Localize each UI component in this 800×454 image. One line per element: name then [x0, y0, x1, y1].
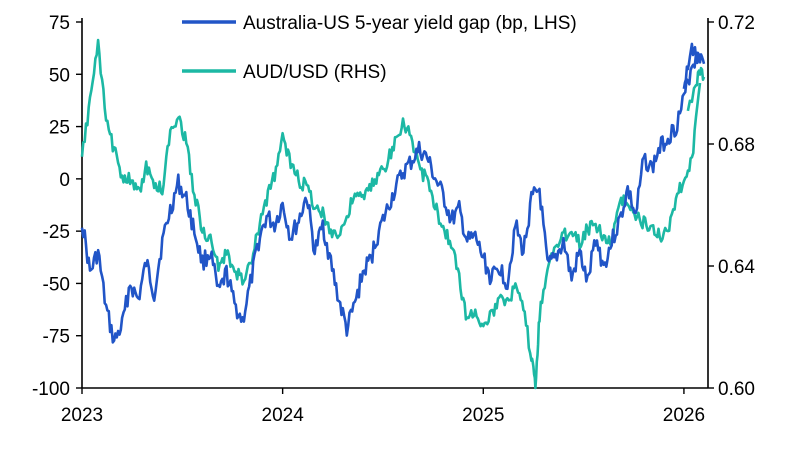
right-tick-label: 0.64 — [718, 257, 755, 278]
legend-label-audusd: AUD/USD (RHS) — [243, 62, 387, 83]
left-tick-label: 25 — [49, 118, 70, 139]
yield-gap-line — [80, 52, 702, 344]
left-tick-label: -25 — [43, 222, 70, 243]
series-layer — [80, 38, 706, 390]
right-tick-label: 0.72 — [718, 13, 755, 34]
audusd-line — [80, 38, 702, 390]
audusd-line-tail — [686, 66, 706, 112]
legend-label-yield-gap: Australia-US 5-year yield gap (bp, LHS) — [243, 13, 577, 34]
tick-labels: 75 50 25 0 -25 -50 -75 -100 0.72 0.68 0.64 0.60 2023… — [32, 13, 755, 426]
right-tick-label: 0.60 — [718, 379, 755, 400]
right-tick-label: 0.68 — [718, 135, 755, 156]
x-tick-label: 2026 — [663, 405, 705, 426]
x-tick-label: 2024 — [262, 405, 305, 426]
left-tick-label: -75 — [43, 327, 70, 348]
yield-gap-line-tail — [682, 42, 706, 90]
x-tick-label: 2023 — [61, 405, 103, 426]
left-tick-label: 50 — [49, 65, 70, 86]
axes — [76, 18, 714, 394]
legend: Australia-US 5-year yield gap (bp, LHS) A… — [182, 13, 577, 83]
x-tick-label: 2025 — [462, 405, 504, 426]
left-tick-label: 0 — [59, 170, 70, 191]
left-tick-label: 75 — [49, 13, 70, 34]
left-tick-label: -50 — [43, 274, 70, 295]
left-tick-label: -100 — [32, 379, 70, 400]
